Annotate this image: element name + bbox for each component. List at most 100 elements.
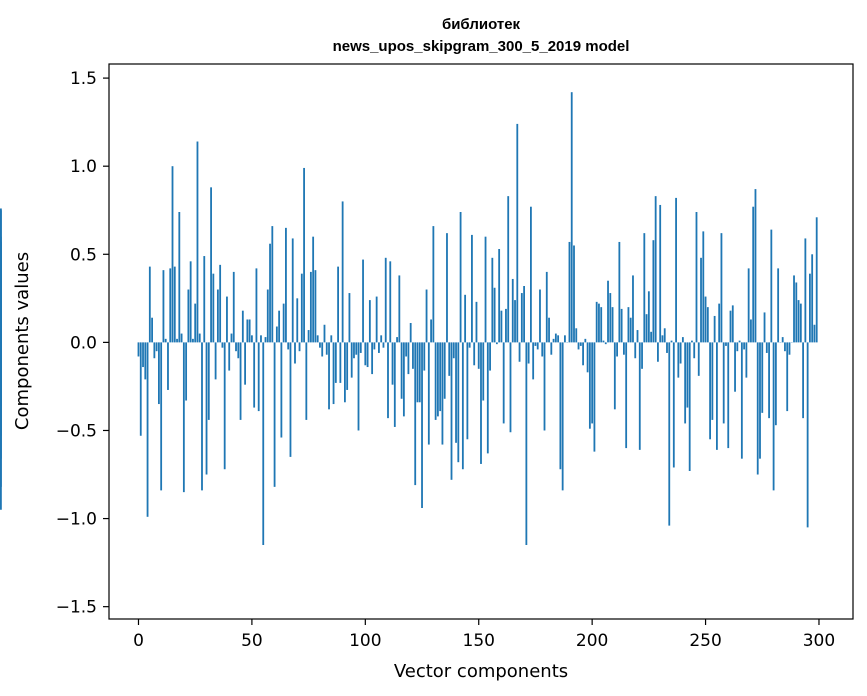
- bar-89: [339, 342, 342, 383]
- bar-97: [357, 342, 360, 431]
- bar-39: [226, 296, 228, 343]
- bar-92: [346, 342, 349, 390]
- bar-85: [330, 335, 333, 343]
- bar-142: [459, 212, 462, 343]
- bar-14: [169, 268, 172, 343]
- y-tick-label: 0.0: [70, 333, 97, 353]
- bar-188: [564, 335, 566, 343]
- bar-225: [647, 291, 650, 343]
- y-tick-label: −1.5: [56, 598, 97, 618]
- bar-62: [278, 310, 281, 343]
- bar-23: [189, 261, 192, 343]
- bar-82: [323, 324, 326, 343]
- bar-293: [802, 342, 804, 419]
- bar-260: [727, 342, 730, 449]
- bar-135: [443, 342, 446, 399]
- bar-65: [285, 227, 287, 343]
- bar-127: [425, 289, 428, 343]
- bar-154: [486, 342, 489, 454]
- y-axis-title: Components values: [12, 252, 33, 430]
- bar-280: [772, 342, 775, 491]
- bars-group: [0, 92, 818, 545]
- bar-289: [793, 275, 795, 343]
- chart-title: библиотек: [442, 16, 521, 33]
- bar-101: [366, 342, 369, 368]
- bar-186: [559, 342, 562, 470]
- bar-134: [441, 342, 444, 445]
- bar-51: [253, 342, 256, 408]
- bar-123: [416, 342, 419, 403]
- bar-191: [570, 92, 573, 343]
- bar-160: [500, 310, 503, 343]
- bar-271: [752, 206, 755, 343]
- bar-199: [588, 342, 591, 429]
- bar-undefined: [0, 342, 2, 487]
- bar-119: [407, 342, 410, 375]
- bar-74: [305, 342, 308, 420]
- bar-24: [192, 338, 194, 343]
- bar-111: [389, 261, 392, 343]
- bar-73: [303, 167, 305, 343]
- y-tick-label: −0.5: [56, 421, 97, 441]
- bar-265: [738, 340, 741, 343]
- bar-33: [212, 273, 215, 343]
- bar-130: [432, 226, 435, 343]
- bar-202: [595, 301, 598, 343]
- bar-6: [151, 317, 153, 343]
- bar-230: [659, 204, 662, 343]
- bar-222: [641, 342, 643, 369]
- bar-168: [518, 342, 521, 362]
- bar-275: [761, 342, 764, 413]
- bar-124: [418, 342, 421, 403]
- bar-244: [691, 340, 693, 343]
- bar-223: [643, 233, 646, 343]
- bar-125: [421, 342, 423, 508]
- bar-61: [275, 326, 278, 343]
- bar-281: [774, 342, 777, 426]
- bar-68: [291, 238, 294, 343]
- bar-13: [167, 342, 169, 390]
- bar-256: [718, 303, 721, 343]
- bar-267: [743, 342, 746, 350]
- bar-210: [613, 342, 616, 410]
- bar-38: [223, 342, 226, 470]
- bar-90: [341, 201, 344, 343]
- bar-192: [573, 245, 575, 343]
- bar-128: [427, 342, 430, 445]
- bar-175: [534, 342, 537, 346]
- bar-129: [430, 319, 432, 343]
- bar-93: [348, 293, 351, 343]
- bar-141: [457, 342, 460, 463]
- bar-155: [489, 342, 491, 371]
- bar-232: [663, 328, 666, 343]
- bar-176: [536, 342, 539, 350]
- bar-272: [754, 189, 757, 343]
- bar-103: [371, 342, 374, 375]
- bar-243: [688, 342, 691, 471]
- bar-144: [464, 294, 467, 343]
- bar-204: [600, 307, 603, 343]
- bar-295: [806, 342, 809, 528]
- bar-278: [768, 342, 770, 419]
- x-tick-label: 250: [689, 631, 721, 651]
- bar-36: [219, 264, 222, 343]
- bar-290: [795, 282, 798, 343]
- bar-77: [312, 236, 315, 343]
- bar-91: [344, 342, 346, 403]
- bar-264: [736, 342, 739, 352]
- bar-67: [289, 342, 292, 457]
- bar-250: [704, 296, 707, 343]
- bar-104: [373, 342, 376, 350]
- bar-211: [616, 342, 618, 357]
- bar-235: [670, 340, 673, 343]
- bar-296: [809, 273, 811, 343]
- bar-161: [502, 342, 505, 424]
- bar-45: [239, 342, 242, 420]
- bar-185: [557, 335, 560, 343]
- bar-145: [466, 342, 469, 440]
- bar-247: [697, 342, 700, 376]
- bar-201: [593, 342, 596, 452]
- bar-57: [266, 289, 269, 343]
- bar-28: [201, 342, 203, 491]
